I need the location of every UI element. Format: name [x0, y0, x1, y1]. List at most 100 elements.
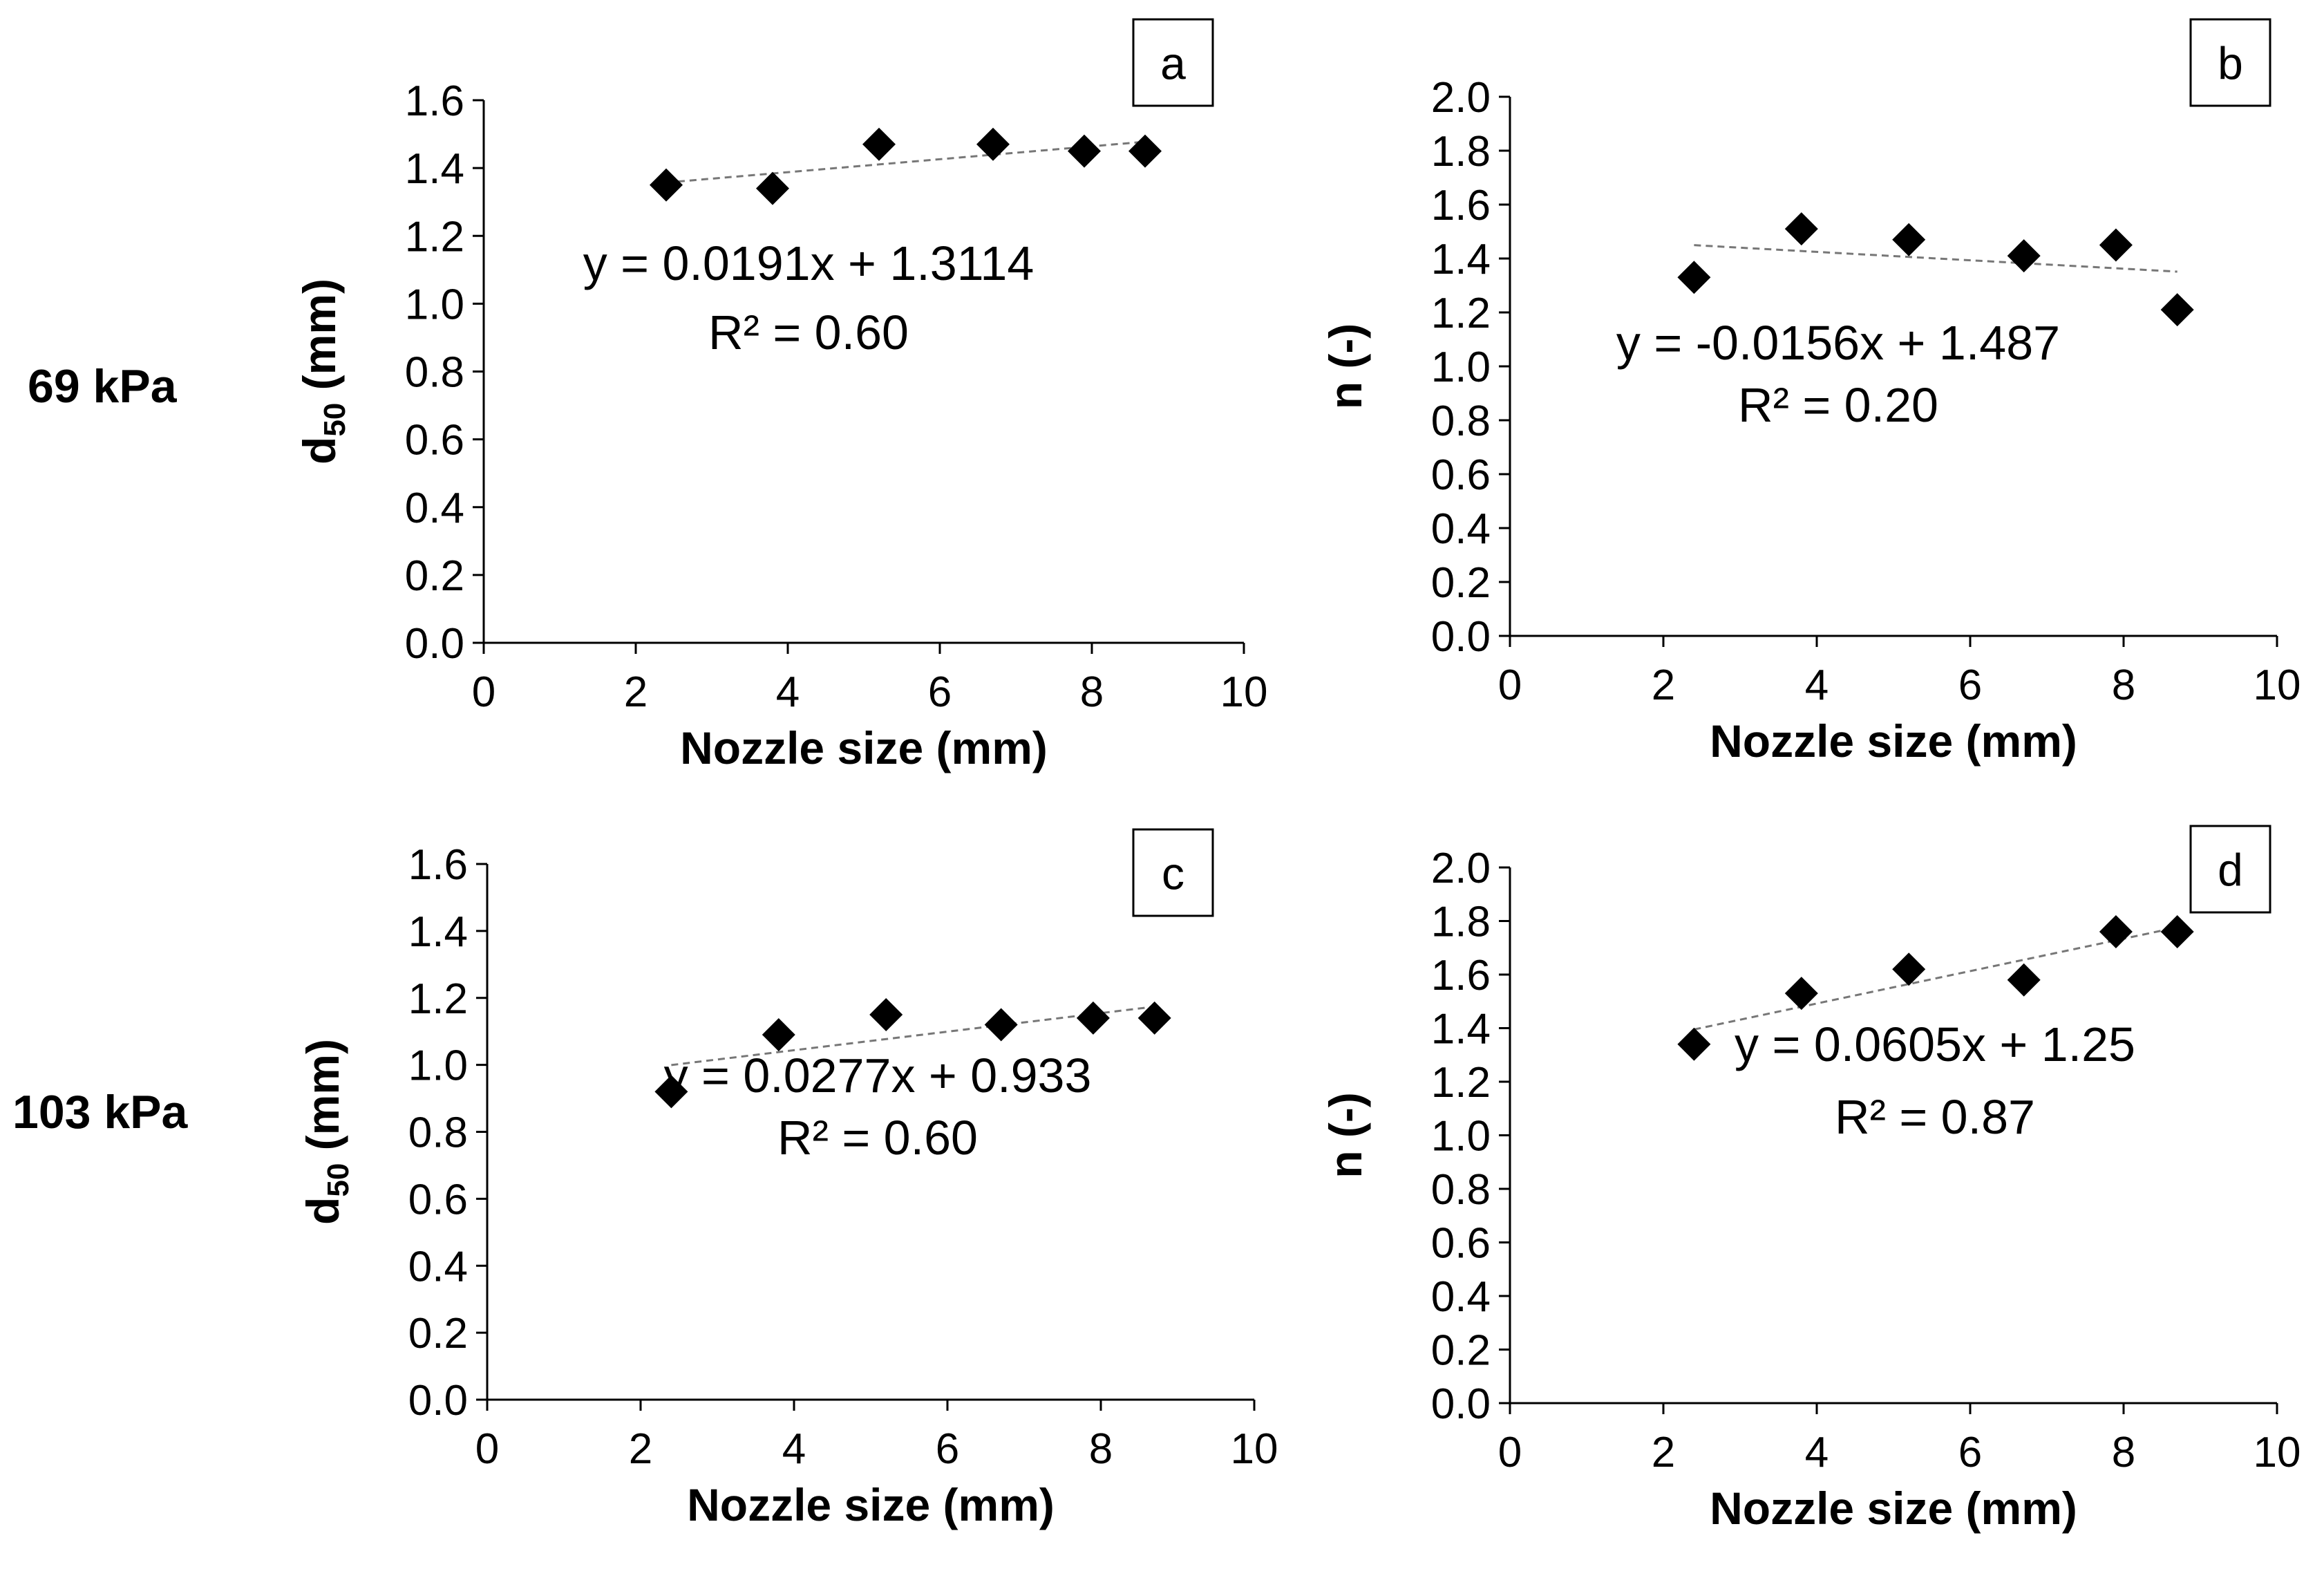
data-point — [869, 997, 903, 1031]
x-tick-label: 4 — [1805, 661, 1829, 709]
trendline — [1694, 244, 2177, 273]
y-tick-label: 0.0 — [405, 620, 464, 668]
trendline — [665, 140, 1146, 184]
panel-letter-box — [2189, 825, 2271, 914]
data-point — [984, 1008, 1018, 1042]
x-tick-label: 10 — [1231, 1425, 1278, 1473]
x-tick-label: 6 — [928, 668, 952, 716]
y-tick-label: 0.2 — [405, 552, 464, 600]
x-tick-label: 4 — [782, 1425, 806, 1473]
data-point — [2007, 963, 2041, 997]
data-point — [2160, 293, 2194, 327]
y-tick-label: 1.2 — [1431, 290, 1491, 337]
x-axis-title: Nozzle size (mm) — [687, 1479, 1055, 1530]
y-tick-label: 0.6 — [408, 1176, 468, 1223]
x-axis-title: Nozzle size (mm) — [1710, 715, 2077, 767]
panel-letter: d — [2218, 845, 2243, 896]
data-point — [2099, 228, 2133, 262]
y-tick-label: 0.8 — [1431, 397, 1491, 445]
y-tick-label: 0.0 — [1431, 1380, 1491, 1428]
data-point — [1784, 212, 1818, 246]
data-point — [1068, 134, 1101, 168]
trendline-equation: y = 0.0277x + 0.933 — [664, 1049, 1092, 1102]
data-point — [1892, 952, 1926, 986]
data-point — [2160, 915, 2194, 948]
y-tick-label: 0.4 — [1431, 1273, 1491, 1321]
y-axis-title: d50 (mm) — [294, 279, 352, 464]
y-tick-label: 0.4 — [1431, 505, 1491, 553]
x-tick-label: 4 — [1805, 1429, 1829, 1476]
y-tick-label: 0.4 — [408, 1243, 468, 1290]
r-squared-label: R² = 0.60 — [777, 1111, 978, 1165]
trendline-equation: y = 0.0191x + 1.3114 — [583, 236, 1035, 290]
y-tick-label: 1.2 — [405, 213, 464, 261]
x-tick-label: 0 — [475, 1425, 499, 1473]
y-tick-label: 1.4 — [408, 908, 468, 956]
trendline — [671, 1005, 1155, 1067]
data-point — [1076, 1001, 1110, 1035]
data-point — [1128, 134, 1162, 168]
y-axis-title: n (-) — [1320, 323, 1371, 410]
x-tick-label: 0 — [1498, 661, 1522, 709]
y-tick-label: 0.6 — [1431, 451, 1491, 499]
r-squared-label: R² = 0.20 — [1738, 378, 1938, 432]
trendline — [1694, 926, 2178, 1031]
panel-letter-box — [2189, 18, 2271, 107]
data-point — [1677, 1027, 1711, 1061]
x-tick-label: 2 — [1652, 661, 1675, 709]
data-point — [1784, 977, 1818, 1011]
y-axis-title: n (-) — [1320, 1092, 1371, 1178]
row-label-69kpa: 69 kPa — [28, 360, 177, 413]
y-tick-label: 1.4 — [1431, 236, 1491, 283]
y-tick-label: 0.6 — [1431, 1220, 1491, 1268]
y-tick-label: 1.8 — [1431, 899, 1491, 946]
x-tick-label: 10 — [2254, 1429, 2301, 1476]
data-point — [756, 171, 789, 205]
data-point — [762, 1018, 795, 1052]
y-tick-label: 1.6 — [1431, 952, 1491, 999]
y-tick-label: 2.0 — [1431, 74, 1491, 122]
y-tick-label: 1.4 — [1431, 1006, 1491, 1053]
y-tick-label: 1.4 — [405, 145, 464, 193]
x-tick-label: 8 — [1080, 668, 1104, 716]
panel-letter: c — [1162, 848, 1184, 899]
data-point — [976, 127, 1010, 161]
x-tick-label: 6 — [1958, 661, 1982, 709]
y-tick-label: 1.0 — [1431, 344, 1491, 391]
x-tick-label: 0 — [472, 668, 495, 716]
x-tick-label: 8 — [2112, 661, 2135, 709]
panel-letter-box — [1132, 18, 1214, 107]
x-tick-label: 6 — [1958, 1429, 1982, 1476]
panel-letter: a — [1160, 38, 1186, 89]
data-point — [2099, 915, 2133, 948]
trendline-equation: y = -0.0156x + 1.487 — [1616, 316, 2060, 370]
y-tick-label: 1.0 — [408, 1042, 468, 1090]
data-point — [1677, 261, 1711, 294]
y-tick-label: 1.0 — [405, 281, 464, 328]
y-tick-label: 1.6 — [405, 77, 464, 125]
x-tick-label: 8 — [1089, 1425, 1113, 1473]
x-tick-label: 0 — [1498, 1429, 1522, 1476]
x-axis-title: Nozzle size (mm) — [680, 722, 1048, 773]
data-point — [2007, 239, 2041, 273]
r-squared-label: R² = 0.87 — [1835, 1090, 2035, 1144]
y-axis-title: d50 (mm) — [297, 1039, 355, 1225]
x-tick-label: 10 — [2254, 661, 2301, 709]
y-tick-label: 0.0 — [408, 1377, 468, 1425]
y-tick-label: 0.2 — [1431, 559, 1491, 607]
panel-letter: b — [2218, 38, 2243, 89]
y-tick-label: 0.6 — [405, 417, 464, 464]
data-point — [1137, 1001, 1171, 1035]
y-tick-label: 0.2 — [408, 1310, 468, 1358]
data-point — [862, 127, 896, 161]
y-tick-label: 0.8 — [408, 1109, 468, 1157]
y-tick-label: 1.6 — [408, 841, 468, 889]
x-tick-label: 2 — [624, 668, 648, 716]
r-squared-label: R² = 0.60 — [708, 306, 909, 359]
y-tick-label: 2.0 — [1431, 845, 1491, 892]
x-axis-title: Nozzle size (mm) — [1710, 1483, 2077, 1534]
